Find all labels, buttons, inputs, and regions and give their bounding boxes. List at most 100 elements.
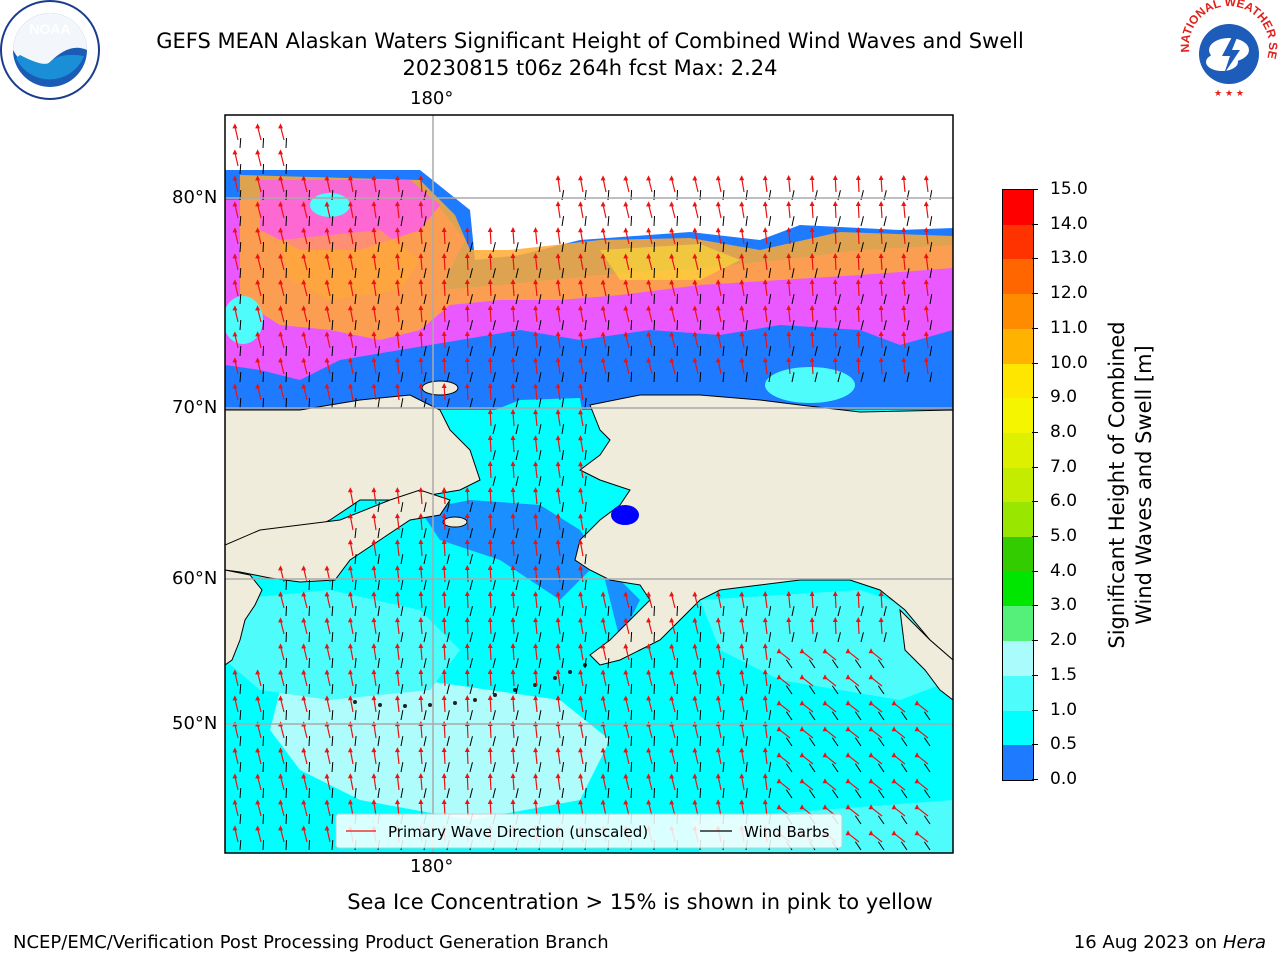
- wave-arrow-head: [301, 747, 307, 753]
- wind-barb: [492, 424, 496, 435]
- wind-barb: [808, 737, 816, 747]
- wind-barb: [831, 711, 839, 721]
- wave-arrow: [557, 282, 561, 297]
- wave-arrow-head: [715, 643, 721, 649]
- wave-arrow: [512, 359, 515, 375]
- colorbar-tick-mark: [1032, 709, 1038, 711]
- wave-arrow-head: [832, 357, 838, 363]
- wave-arrow: [466, 359, 469, 375]
- wind-barb: [377, 268, 380, 279]
- wave-arrow-head: [418, 565, 424, 571]
- wind-barb: [653, 735, 656, 747]
- wind-barb: [515, 398, 519, 409]
- wind-barb: [584, 710, 587, 721]
- wave-arrow: [741, 594, 745, 609]
- wave-arrow: [326, 750, 331, 765]
- wave-arrow: [925, 308, 929, 323]
- wind-barb: [354, 606, 357, 617]
- wave-arrow-head: [868, 752, 874, 758]
- wave-arrow: [811, 333, 814, 349]
- wave-arrow-head: [255, 799, 261, 805]
- wave-arrow: [534, 594, 538, 609]
- wind-barb: [676, 319, 679, 331]
- wave-arrow-head: [510, 331, 516, 337]
- wind-barb: [584, 372, 587, 383]
- wind-barb: [607, 787, 610, 799]
- wave-arrow-head: [301, 591, 307, 597]
- wind-barb: [561, 268, 565, 279]
- wind-barb: [877, 815, 885, 825]
- wave-arrow-head: [868, 674, 874, 680]
- wave-arrow-head: [510, 461, 516, 467]
- wind-barb: [722, 787, 725, 799]
- wave-arrow: [602, 282, 607, 297]
- wave-arrow-head: [762, 175, 768, 181]
- wind-barb: [446, 606, 450, 617]
- wave-arrow-head: [855, 331, 861, 337]
- wave-arrow: [303, 178, 308, 193]
- wind-barb: [722, 683, 725, 695]
- wave-arrow-head: [901, 201, 907, 207]
- wind-barb: [538, 268, 542, 279]
- wave-arrow: [489, 775, 492, 791]
- wind-barb: [791, 216, 795, 227]
- wave-arrow: [326, 360, 331, 375]
- wave-arrow: [443, 749, 446, 765]
- wave-arrow-head: [441, 773, 447, 779]
- wave-arrow: [602, 620, 607, 635]
- wave-arrow-head: [418, 305, 424, 311]
- wave-arrow-head: [578, 253, 584, 259]
- wave-arrow: [373, 698, 377, 713]
- wind-barb: [791, 346, 795, 357]
- wave-arrow-head: [394, 539, 400, 545]
- wave-arrow-head: [232, 305, 238, 311]
- wind-barb: [469, 294, 473, 305]
- wave-arrow-head: [776, 752, 782, 758]
- wave-arrow-head: [301, 643, 307, 649]
- wind-barb: [854, 737, 862, 747]
- wave-arrow-head: [762, 669, 768, 675]
- wave-arrow-head: [776, 804, 782, 810]
- wind-barb: [331, 631, 334, 643]
- wind-barb: [745, 216, 748, 227]
- wave-arrow: [257, 334, 262, 349]
- wind-barb: [584, 476, 587, 487]
- wave-arrow-head: [464, 539, 470, 545]
- wave-arrow-head: [776, 726, 782, 732]
- wind-barb: [860, 294, 864, 305]
- wind-barb: [607, 657, 610, 669]
- colorbar-segment: [1003, 467, 1033, 503]
- wave-arrow: [557, 308, 561, 323]
- wave-arrow: [326, 672, 331, 687]
- wind-barb: [515, 424, 519, 435]
- wave-arrow-head: [600, 175, 606, 181]
- wave-arrow-head: [394, 201, 400, 207]
- wave-arrow-head: [646, 175, 652, 181]
- wave-arrow-head: [832, 253, 838, 259]
- wave-arrow-head: [715, 591, 721, 597]
- wind-barb: [860, 346, 864, 357]
- wave-arrow-head: [278, 305, 284, 311]
- wave-arrow-head: [441, 253, 447, 259]
- wind-barb: [883, 346, 887, 357]
- wave-arrow-head: [394, 305, 400, 311]
- wave-arrow: [489, 671, 492, 687]
- wave-arrow: [512, 489, 515, 505]
- wave-arrow-head: [232, 227, 238, 233]
- wind-barb: [676, 709, 679, 721]
- wave-arrow: [647, 724, 653, 739]
- wave-arrow: [443, 385, 446, 401]
- wave-arrow-head: [692, 591, 698, 597]
- wave-arrow-head: [646, 617, 652, 623]
- wave-arrow-head: [464, 487, 470, 493]
- wave-arrow-head: [394, 643, 400, 649]
- wind-barb: [699, 761, 702, 773]
- wave-arrow: [420, 177, 423, 193]
- wave-arrow: [489, 723, 492, 739]
- wind-barb: [745, 346, 748, 357]
- wind-barb: [561, 372, 565, 383]
- wave-arrow-head: [901, 279, 907, 285]
- wave-arrow-head: [441, 331, 447, 337]
- wave-arrow-head: [510, 617, 516, 623]
- wind-barb: [515, 606, 519, 617]
